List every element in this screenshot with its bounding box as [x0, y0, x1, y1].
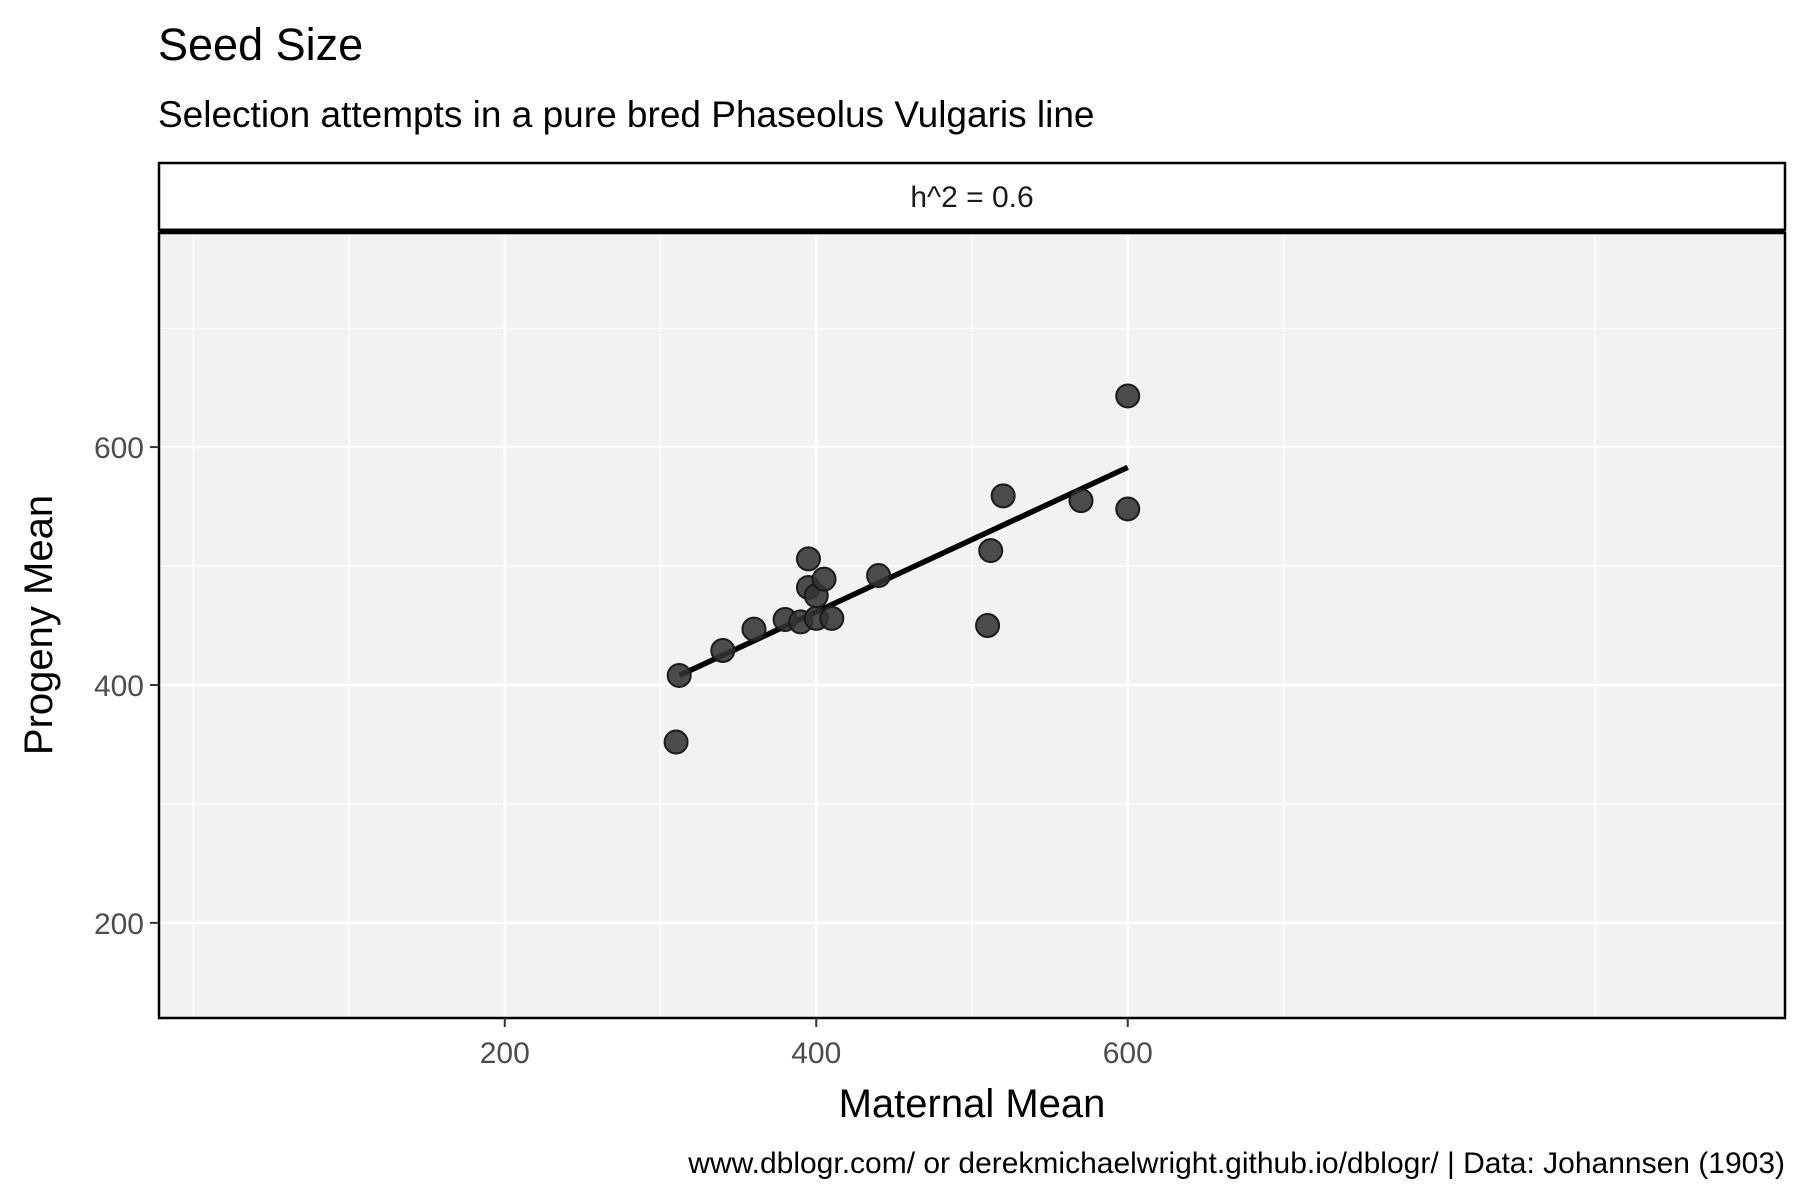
x-tick-label: 400	[791, 1037, 841, 1070]
data-point	[1068, 488, 1094, 514]
y-axis-title: Progeny Mean	[17, 495, 61, 755]
chart-title: Seed Size	[158, 19, 363, 70]
data-point	[990, 483, 1016, 509]
facet-strip-label: h^2 = 0.6	[910, 181, 1033, 214]
y-tick-label: 200	[94, 908, 144, 941]
x-axis-title: Maternal Mean	[839, 1082, 1106, 1126]
data-point	[741, 616, 767, 642]
facet-strip	[157, 161, 1787, 232]
plot-panel-border	[157, 231, 1787, 1020]
data-point	[866, 563, 892, 589]
data-point	[666, 662, 692, 688]
x-tick-label: 200	[480, 1037, 530, 1070]
data-points	[663, 383, 1141, 755]
data-point	[663, 729, 689, 755]
chart-caption: www.dblogr.com/ or derekmichaelwright.gi…	[687, 1147, 1785, 1180]
data-point	[795, 546, 821, 572]
grid-lines	[159, 233, 1785, 1018]
data-point	[811, 566, 837, 592]
chart-subtitle: Selection attempts in a pure bred Phaseo…	[158, 94, 1095, 135]
data-point	[710, 637, 736, 663]
data-point	[819, 605, 845, 631]
data-point	[978, 538, 1004, 564]
data-point	[1115, 496, 1141, 522]
data-point	[1115, 383, 1141, 409]
data-point	[975, 613, 1001, 638]
y-tick-label: 400	[94, 670, 144, 703]
axis-ticks: 200 400 600 200 400 600	[94, 432, 1153, 1070]
x-tick-label: 600	[1103, 1037, 1153, 1070]
y-tick-label: 600	[94, 432, 144, 465]
